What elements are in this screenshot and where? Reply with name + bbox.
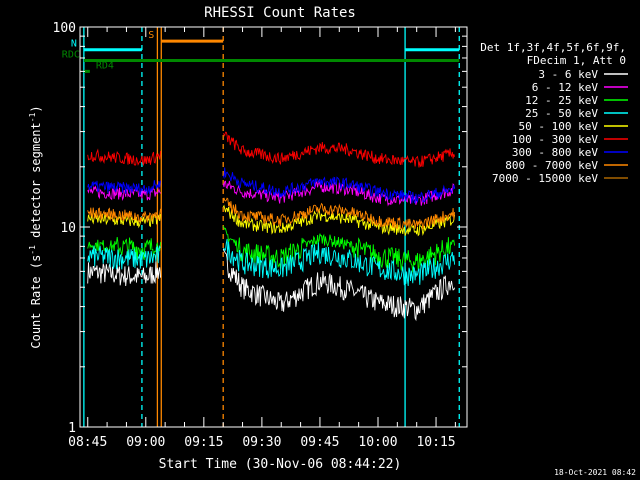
y-tick-label: 100 <box>53 21 76 36</box>
chart-title: RHESSI Count Rates <box>204 5 356 21</box>
x-axis-ticks: 08:45 09:00 09:15 09:30 09:45 10:00 10:15 <box>68 27 456 450</box>
legend-entry-label: 100 - 300 keV <box>512 133 598 146</box>
legend-entry-label: 3 - 6 keV <box>538 68 598 81</box>
series-line <box>222 179 456 207</box>
y-axis-label: Count Rate (s-1 detector segment-1) <box>28 105 43 348</box>
legend-entry-label: 25 - 50 keV <box>525 107 598 120</box>
series-line <box>222 204 456 237</box>
series-line <box>87 185 161 202</box>
series-line <box>87 261 161 287</box>
x-axis-label: Start Time (30-Nov-06 08:44:22) <box>159 457 402 472</box>
series-line <box>222 197 456 230</box>
legend-entry-label: 50 - 100 keV <box>519 120 599 133</box>
legend-entry-label: 300 - 800 keV <box>512 146 598 159</box>
footer-timestamp: 18-Oct-2021 08:42 <box>554 468 636 477</box>
series-line <box>222 225 456 273</box>
flag-bar-label: N <box>71 39 77 50</box>
series-line <box>87 207 161 223</box>
legend-entry-label: 6 - 12 keV <box>532 81 599 94</box>
vertical-marker-lines <box>83 27 460 427</box>
series-layer <box>87 131 456 322</box>
legend-entry-label: 800 - 7000 keV <box>505 159 598 172</box>
legend-header-line-1: Det 1f,3f,4f,5f,6f,9f, <box>480 41 626 54</box>
x-tick-label: 08:45 <box>68 435 107 450</box>
series-line <box>87 180 161 196</box>
flag-bar-label: RD4 <box>96 60 114 71</box>
y-tick-label: 10 <box>60 221 76 236</box>
flag-bar-label: RDC <box>62 49 80 60</box>
series-line <box>223 238 456 287</box>
x-tick-label: 09:15 <box>184 435 223 450</box>
x-tick-label: 10:15 <box>416 435 455 450</box>
y-axis-ticks: 1 10 100 <box>53 21 467 436</box>
legend-header-line-2: FDecim 1, Att 0 <box>527 54 626 67</box>
flag-bar-label: S <box>148 30 154 41</box>
series-line <box>87 148 161 167</box>
x-tick-label: 09:45 <box>300 435 339 450</box>
series-line <box>87 237 161 261</box>
series-line <box>222 248 456 322</box>
legend-entry-label: 12 - 25 keV <box>525 94 598 107</box>
series-line <box>222 167 456 204</box>
series-line <box>222 131 456 168</box>
y-tick-label: 1 <box>68 421 76 436</box>
x-tick-label: 09:00 <box>126 435 165 450</box>
legend-entry-label: 7000 - 15000 keV <box>492 172 598 185</box>
x-tick-label: 10:00 <box>358 435 397 450</box>
series-line <box>87 244 161 270</box>
x-tick-label: 09:30 <box>242 435 281 450</box>
